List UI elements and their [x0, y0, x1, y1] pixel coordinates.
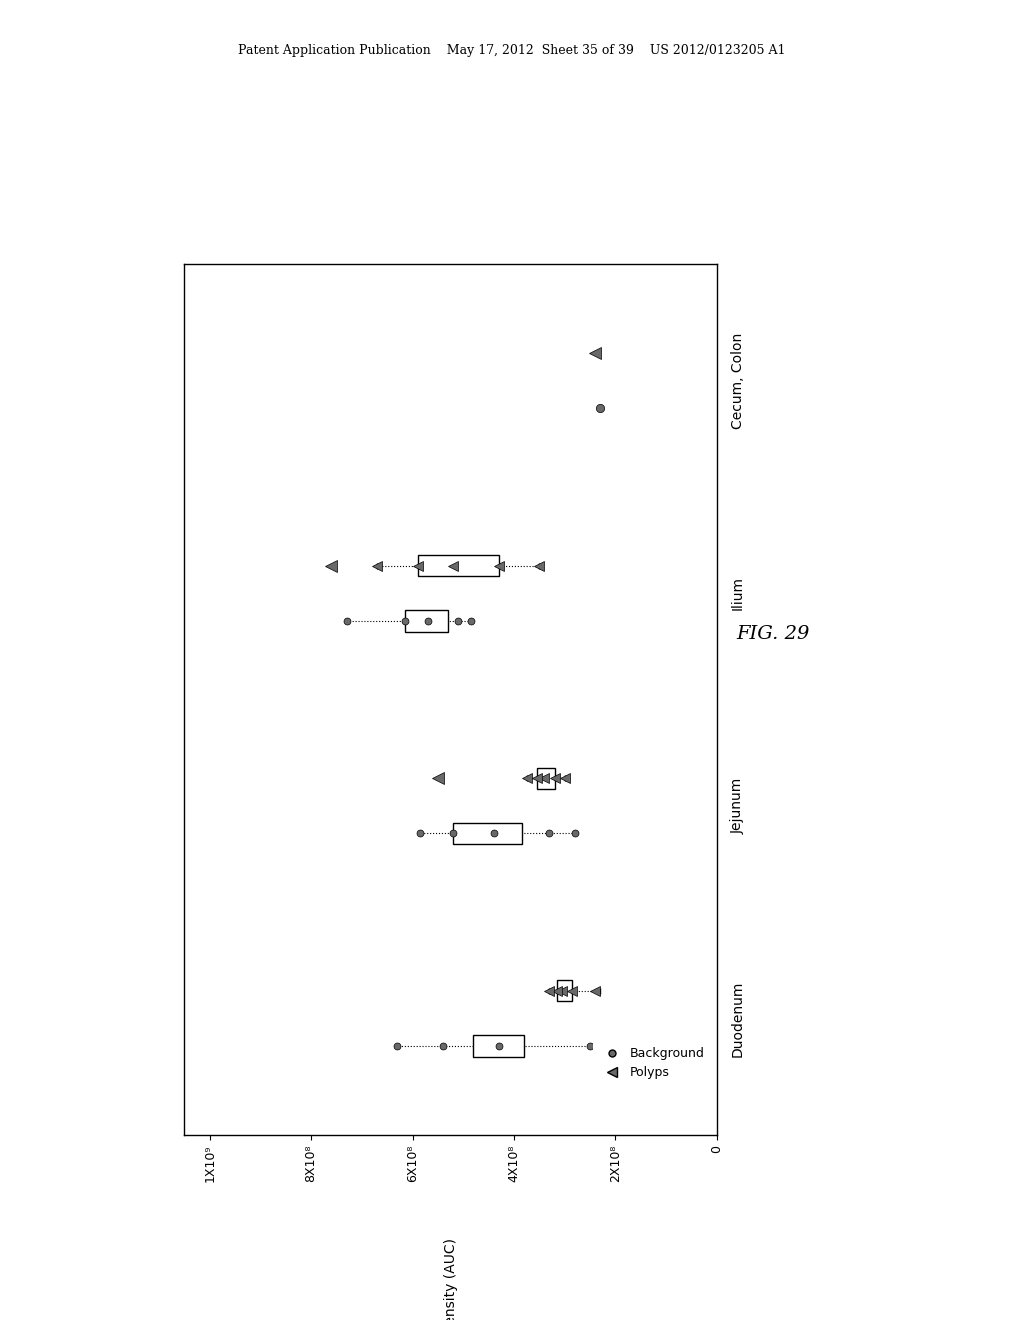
- Bar: [418, 556, 499, 577]
- Bar: [404, 610, 449, 631]
- Bar: [537, 768, 555, 789]
- Text: Patent Application Publication    May 17, 2012  Sheet 35 of 39    US 2012/012320: Patent Application Publication May 17, 2…: [239, 44, 785, 57]
- Bar: [473, 1035, 524, 1056]
- Bar: [557, 979, 572, 1002]
- Bar: [453, 822, 521, 843]
- Text: FIG. 29: FIG. 29: [736, 624, 810, 643]
- Legend: Background, Polyps: Background, Polyps: [593, 1040, 711, 1085]
- X-axis label: Signal Intensity (AUC): Signal Intensity (AUC): [443, 1238, 458, 1320]
